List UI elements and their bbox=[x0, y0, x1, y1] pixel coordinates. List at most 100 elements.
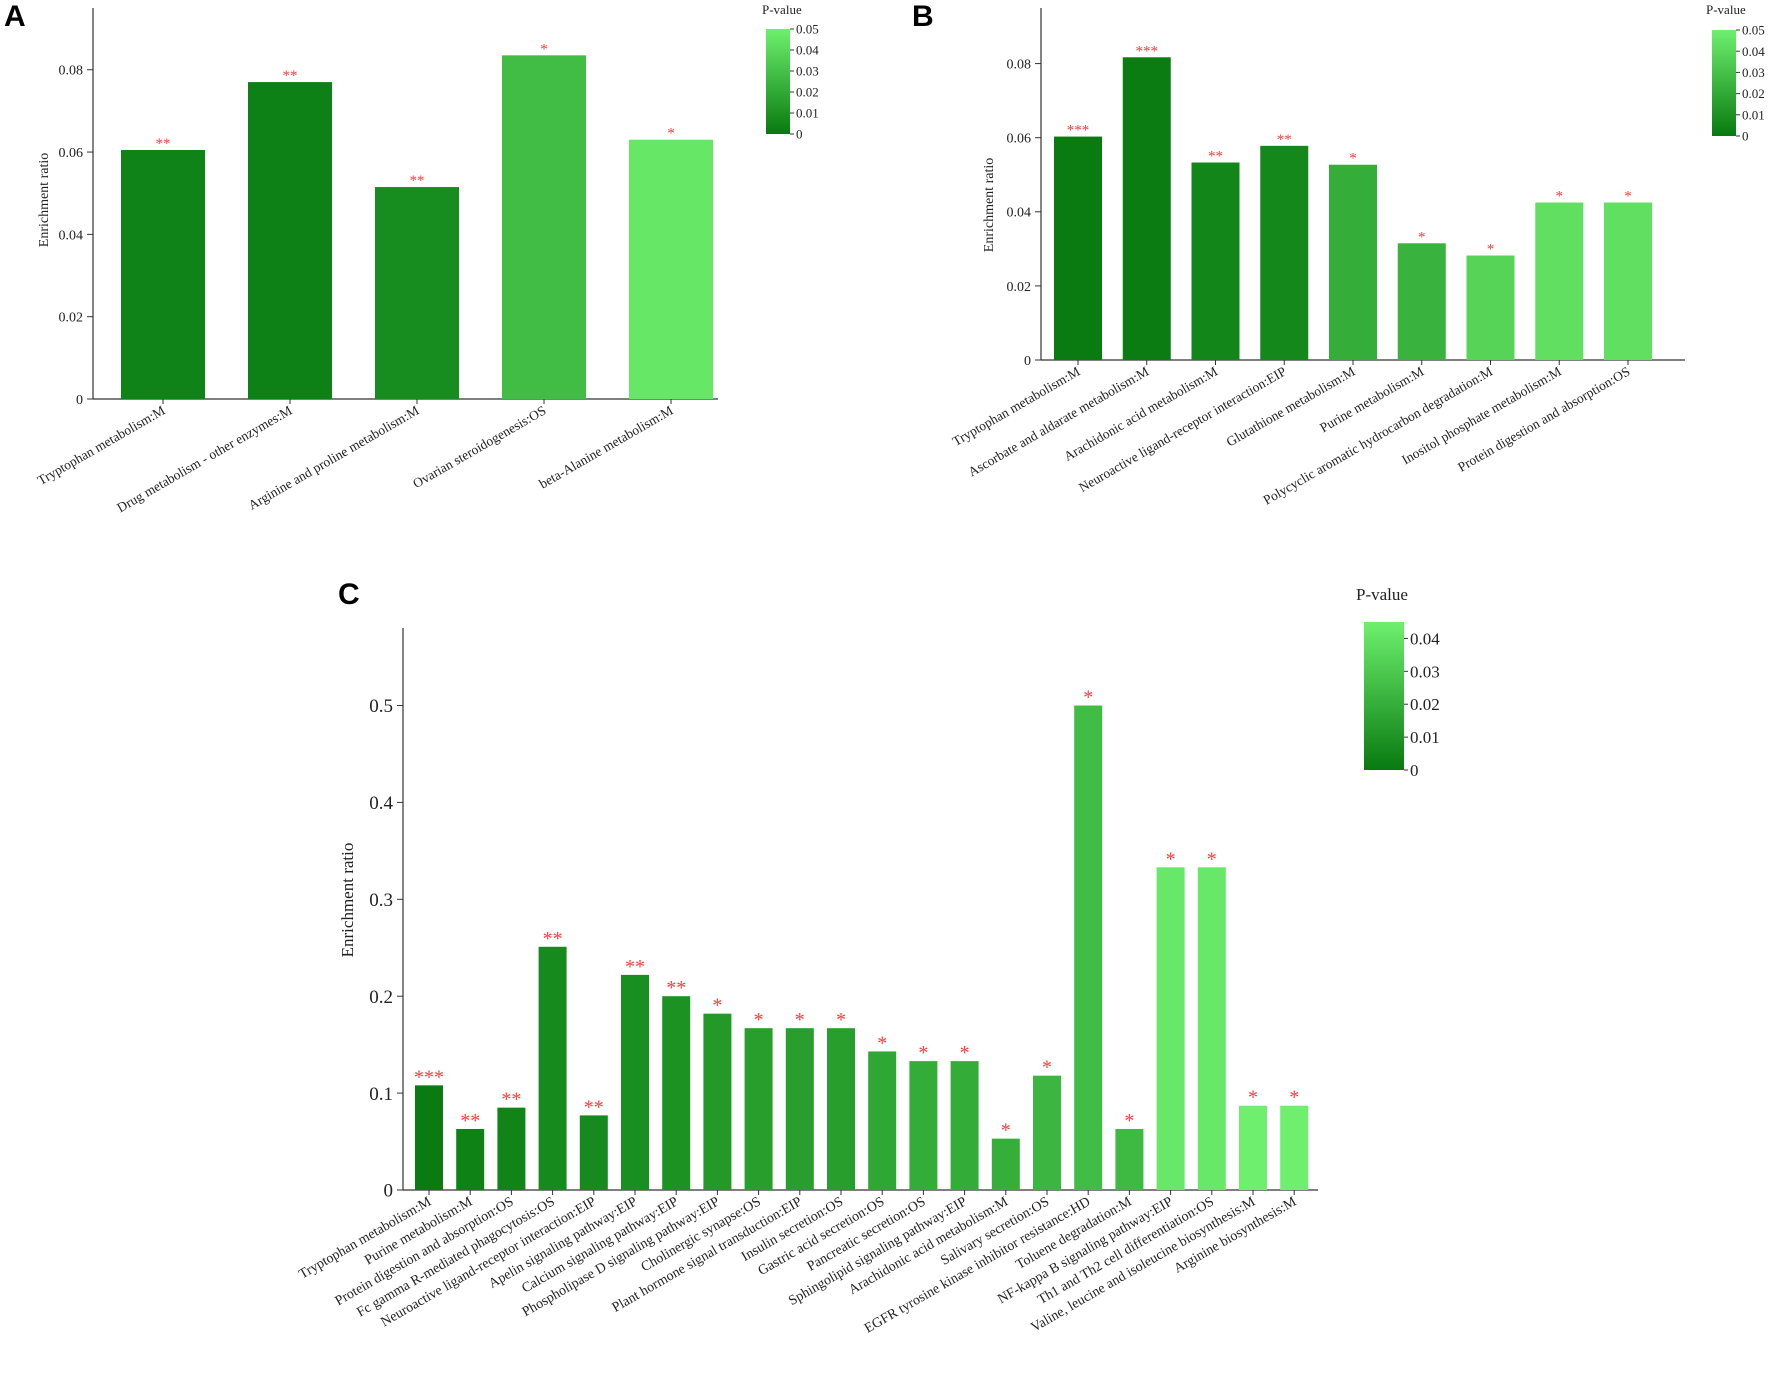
significance-label-c: * bbox=[918, 1042, 928, 1064]
bar-b bbox=[1466, 255, 1515, 360]
bar-c bbox=[662, 996, 691, 1190]
significance-label-c: * bbox=[836, 1009, 846, 1031]
bar-c bbox=[1156, 867, 1185, 1190]
y-tick-label-c: 0.4 bbox=[369, 793, 393, 814]
significance-label-c: ** bbox=[501, 1089, 521, 1111]
significance-label-c: ** bbox=[625, 956, 645, 978]
colorbar-tick-label-a: 0.03 bbox=[796, 64, 819, 79]
significance-label-b: * bbox=[1418, 229, 1426, 245]
significance-label-b: *** bbox=[1136, 43, 1159, 59]
bar-c bbox=[538, 946, 567, 1190]
bar-b bbox=[1397, 243, 1446, 360]
significance-label-b: * bbox=[1349, 151, 1357, 167]
y-tick-label-a: 0.04 bbox=[59, 228, 84, 243]
significance-label-b: * bbox=[1624, 189, 1632, 205]
bar-c bbox=[827, 1028, 855, 1190]
significance-label-c: ** bbox=[543, 928, 563, 950]
colorbar-b bbox=[1712, 30, 1736, 136]
significance-label-a: ** bbox=[156, 136, 171, 152]
colorbar-tick-label-c: 0.04 bbox=[1410, 629, 1440, 648]
bar-c bbox=[579, 1115, 608, 1190]
colorbar-tick-label-a: 0.04 bbox=[796, 43, 819, 58]
y-tick-label-c: 0.1 bbox=[369, 1084, 393, 1105]
x-tick-label-b: Tryptophan metabolism:M bbox=[950, 364, 1083, 449]
significance-label-c: * bbox=[1248, 1087, 1258, 1109]
bar-b bbox=[1191, 162, 1240, 360]
bar-c bbox=[415, 1085, 443, 1190]
colorbar-tick-label-c: 0.02 bbox=[1410, 695, 1440, 714]
bar-a bbox=[121, 149, 205, 399]
x-tick-label-a: Tryptophan metabolism:M bbox=[35, 403, 168, 488]
significance-label-a: * bbox=[667, 126, 675, 142]
bar-c bbox=[497, 1107, 526, 1190]
bar-a bbox=[248, 82, 332, 399]
bar-a bbox=[629, 139, 713, 399]
y-tick-label-a: 0.06 bbox=[59, 146, 84, 161]
y-tick-label-c: 0.5 bbox=[369, 696, 393, 717]
colorbar-tick-label-a: 0.05 bbox=[796, 22, 819, 37]
y-tick-label-b: 0.02 bbox=[1007, 280, 1032, 295]
significance-label-a: * bbox=[540, 41, 548, 57]
colorbar-tick-label-c: 0.03 bbox=[1410, 662, 1440, 681]
y-tick-label-b: 0 bbox=[1024, 354, 1031, 369]
bar-c bbox=[1115, 1128, 1144, 1190]
colorbar-a bbox=[766, 29, 790, 134]
significance-label-c: *** bbox=[414, 1066, 444, 1088]
significance-label-c: * bbox=[795, 1009, 805, 1031]
bar-c bbox=[1197, 867, 1226, 1190]
y-tick-label-a: 0.08 bbox=[59, 64, 84, 79]
bar-c bbox=[1074, 705, 1103, 1190]
significance-label-c: ** bbox=[666, 977, 686, 999]
y-tick-label-c: 0.3 bbox=[369, 890, 393, 911]
significance-label-a: ** bbox=[410, 173, 425, 189]
significance-label-c: ** bbox=[584, 1096, 604, 1118]
colorbar-tick-label-b: 0.01 bbox=[1742, 107, 1765, 122]
significance-label-c: * bbox=[877, 1032, 887, 1054]
colorbar-tick-label-b: 0.03 bbox=[1742, 65, 1765, 80]
significance-label-c: * bbox=[1083, 687, 1093, 709]
colorbar-title-a: P-value bbox=[762, 2, 802, 17]
x-tick-label-a: Ovarian steroidogenesis:OS bbox=[410, 403, 548, 492]
significance-label-c: * bbox=[754, 1009, 764, 1031]
y-tick-label-a: 0 bbox=[76, 393, 83, 408]
bar-c bbox=[703, 1013, 732, 1190]
bar-a bbox=[375, 187, 459, 399]
colorbar-tick-label-c: 0.01 bbox=[1410, 728, 1440, 747]
significance-label-a: ** bbox=[283, 68, 298, 84]
bar-c bbox=[456, 1128, 485, 1190]
colorbar-tick-label-a: 0.01 bbox=[796, 106, 819, 121]
significance-label-c: * bbox=[1124, 1110, 1134, 1132]
colorbar-tick-label-b: 0 bbox=[1742, 129, 1749, 144]
bar-b bbox=[1054, 136, 1102, 360]
significance-label-c: * bbox=[960, 1042, 970, 1064]
significance-label-c: * bbox=[1001, 1120, 1011, 1142]
bar-b bbox=[1260, 145, 1309, 360]
significance-label-b: *** bbox=[1067, 123, 1090, 139]
colorbar-tick-label-b: 0.05 bbox=[1742, 23, 1765, 38]
x-tick-label-b: Glutathione metabolism:M bbox=[1224, 364, 1358, 450]
panel-letter-a: A bbox=[4, 0, 26, 33]
bar-c bbox=[991, 1138, 1020, 1190]
bar-c bbox=[1239, 1105, 1267, 1190]
significance-label-c: ** bbox=[460, 1110, 480, 1132]
bar-b bbox=[1604, 202, 1652, 360]
bar-c bbox=[621, 974, 649, 1190]
significance-label-b: ** bbox=[1277, 132, 1292, 148]
colorbar-c bbox=[1364, 622, 1404, 770]
y-tick-label-b: 0.06 bbox=[1007, 132, 1032, 147]
y-axis-title-c: Enrichment ratio bbox=[338, 843, 357, 958]
significance-label-c: * bbox=[1289, 1087, 1299, 1109]
y-tick-label-b: 0.08 bbox=[1007, 57, 1032, 72]
significance-label-c: * bbox=[1166, 848, 1176, 870]
colorbar-title-c: P-value bbox=[1356, 585, 1408, 604]
x-tick-label-a: beta-Alanine metabolism:M bbox=[536, 403, 675, 492]
significance-label-b: * bbox=[1487, 242, 1495, 258]
bar-c bbox=[909, 1061, 938, 1190]
bar-c bbox=[1033, 1075, 1061, 1190]
y-tick-label-c: 0 bbox=[384, 1181, 394, 1202]
significance-label-c: * bbox=[1207, 848, 1217, 870]
colorbar-tick-label-a: 0.02 bbox=[796, 85, 819, 100]
bar-b bbox=[1535, 202, 1584, 360]
bar-c bbox=[1280, 1105, 1309, 1190]
